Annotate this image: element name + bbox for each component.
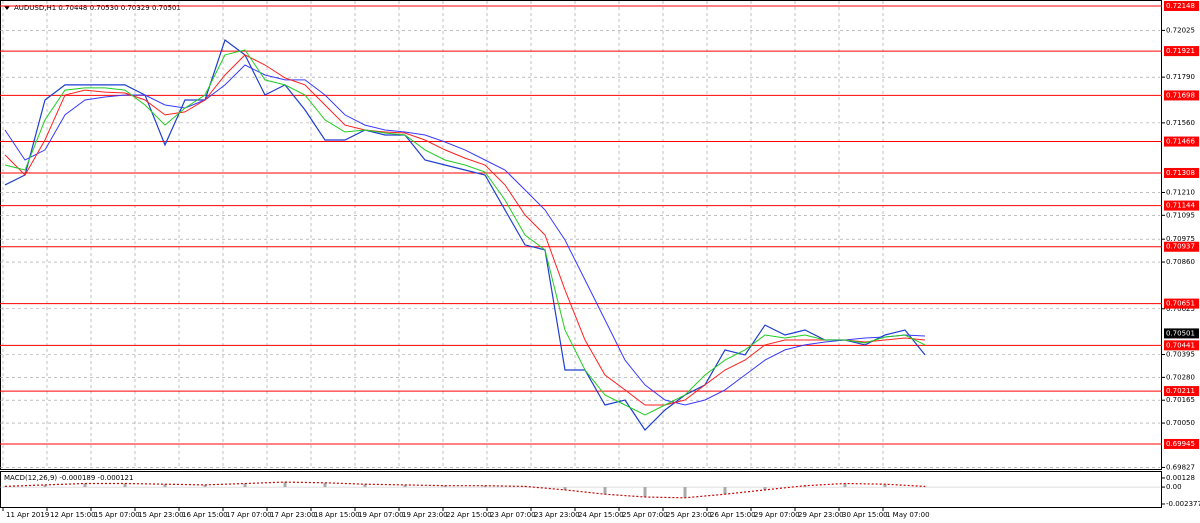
series-line <box>4 481 926 499</box>
y-tick-label: -0.002377 <box>1166 500 1200 508</box>
level-tag <box>1164 386 1199 397</box>
x-tick-label: 19 Apr 23:00 <box>402 511 448 519</box>
y-tick-label: 0.72025 <box>1166 26 1195 34</box>
y-tick-label: 0.70050 <box>1166 419 1195 427</box>
menu-icon[interactable] <box>4 6 10 10</box>
level-label: 0.71921 <box>1166 47 1195 55</box>
price-label: 0.70501 <box>1166 329 1195 337</box>
level-tag <box>1164 298 1199 309</box>
series-line <box>4 49 926 416</box>
level-label: 0.70651 <box>1166 300 1195 308</box>
y-tick-label: 0.70975 <box>1166 235 1195 243</box>
level-tag <box>1164 200 1199 211</box>
x-tick-label: 17 Apr 23:00 <box>270 511 316 519</box>
y-tick-label: 0.70395 <box>1166 350 1195 358</box>
x-tick-label: 16 Apr 15:00 <box>182 511 228 519</box>
level-label: 0.71144 <box>1166 202 1195 210</box>
level-tag <box>1164 136 1199 147</box>
level-label: 0.71308 <box>1166 169 1195 177</box>
level-tag <box>1164 0 1199 11</box>
y-tick-label: 0.69827 <box>1166 463 1195 471</box>
x-tick-label: 25 Apr 07:00 <box>622 511 668 519</box>
y-tick-label: 0.71210 <box>1166 188 1195 196</box>
x-tick-label: 23 Apr 07:00 <box>490 511 536 519</box>
x-tick-label: 26 Apr 15:00 <box>710 511 756 519</box>
level-label: 0.72148 <box>1166 2 1195 10</box>
y-tick-label: 0.70280 <box>1166 373 1195 381</box>
y-tick-label: 0.71790 <box>1166 73 1195 81</box>
level-label: 0.71466 <box>1166 138 1195 146</box>
y-tick-label: 0.70860 <box>1166 258 1195 266</box>
x-tick-label: 24 Apr 15:00 <box>578 511 624 519</box>
x-tick-label: 11 Apr 2019 <box>6 511 49 519</box>
x-tick-label: 23 Apr 23:00 <box>534 511 580 519</box>
x-tick-label: 29 Apr 07:00 <box>754 511 800 519</box>
series-line <box>4 39 926 431</box>
x-tick-label: 25 Apr 23:00 <box>666 511 712 519</box>
price-tag <box>1164 328 1199 339</box>
level-tag <box>1164 167 1199 178</box>
macd-title: MACD(12,26,9) -0.000189 -0.000121 <box>4 474 133 482</box>
level-label: 0.71698 <box>1166 91 1195 99</box>
level-tag <box>1164 340 1199 351</box>
y-tick-label: 0.70165 <box>1166 396 1195 404</box>
level-label: 0.70937 <box>1166 243 1195 251</box>
level-tag <box>1164 90 1199 101</box>
y-tick-label: 0.71560 <box>1166 119 1195 127</box>
series-line <box>4 54 926 406</box>
level-label: 0.69945 <box>1166 440 1195 448</box>
level-label: 0.70441 <box>1166 341 1195 349</box>
x-tick-label: 17 Apr 07:00 <box>226 511 272 519</box>
x-tick-label: 19 Apr 07:00 <box>358 511 404 519</box>
x-tick-label: 29 Apr 23:00 <box>798 511 844 519</box>
macd-frame <box>0 471 1162 508</box>
x-tick-label: 30 Apr 15:00 <box>842 511 888 519</box>
x-tick-label: 22 Apr 15:00 <box>446 511 492 519</box>
x-tick-label: 12 Apr 15:00 <box>50 511 96 519</box>
x-tick-label: 15 Apr 07:00 <box>94 511 140 519</box>
x-tick-label: 1 May 07:00 <box>886 511 930 519</box>
x-tick-label: 18 Apr 15:00 <box>314 511 360 519</box>
series-line <box>4 64 926 406</box>
y-tick-label: 0.71095 <box>1166 211 1195 219</box>
y-tick-label: 0.00128 <box>1166 474 1195 482</box>
level-tag <box>1164 241 1199 252</box>
chart-title: AUDUSD,H1 0.70448 0.70530 0.70329 0.7050… <box>14 4 181 12</box>
level-label: 0.70211 <box>1166 387 1195 395</box>
y-tick-label: 0.70625 <box>1166 305 1195 313</box>
level-tag <box>1164 438 1199 449</box>
level-tag <box>1164 46 1199 57</box>
y-tick-label: 0.00 <box>1166 483 1182 491</box>
x-tick-label: 15 Apr 23:00 <box>138 511 184 519</box>
main-frame <box>0 0 1162 470</box>
